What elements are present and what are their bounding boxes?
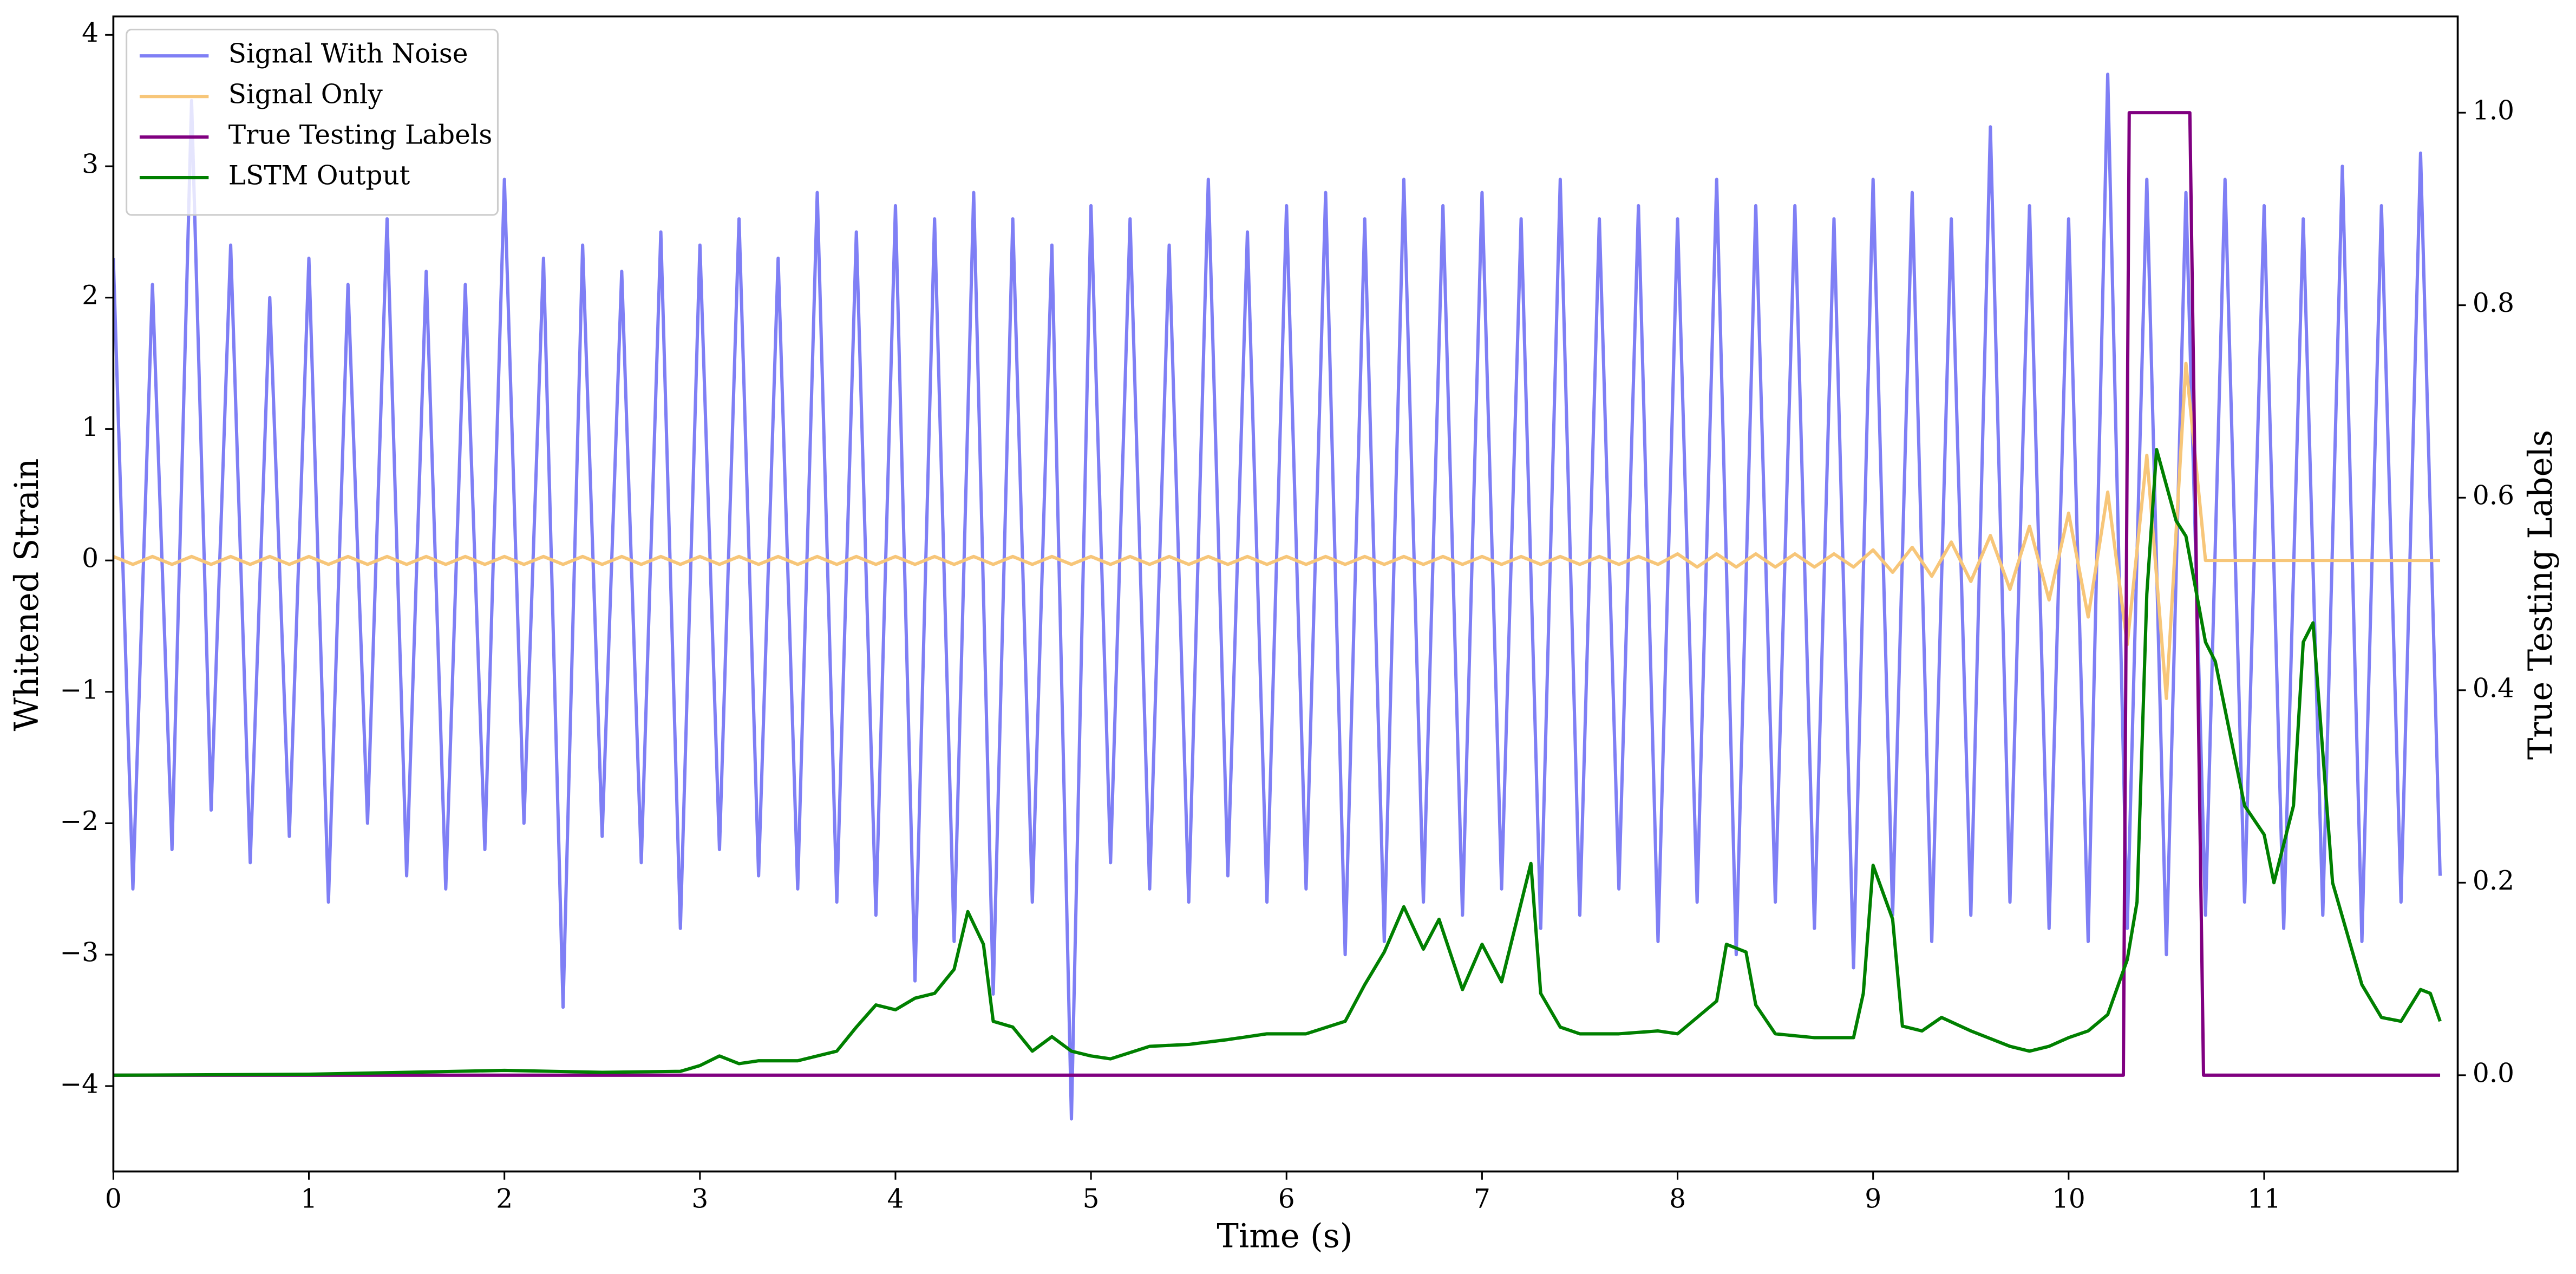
legend-label: Signal Only xyxy=(228,80,383,110)
series-line xyxy=(113,73,2442,1121)
x-tick-label: 2 xyxy=(496,1184,513,1214)
y2-tick-label: 0.0 xyxy=(2473,1058,2514,1088)
y-tick-label: 3 xyxy=(82,149,99,180)
x-axis-label: Time (s) xyxy=(1217,1218,1352,1256)
y-tick-label: 0 xyxy=(82,544,99,574)
y-tick-label: −2 xyxy=(60,806,99,837)
legend-label: True Testing Labels xyxy=(228,120,493,151)
x-tick-label: 10 xyxy=(2052,1184,2085,1214)
x-tick-label: 3 xyxy=(691,1184,708,1214)
y-tick-label: −1 xyxy=(60,675,99,705)
y-tick-label: 2 xyxy=(82,280,99,311)
y-tick-label: −3 xyxy=(60,938,99,968)
x-tick-label: 5 xyxy=(1083,1184,1100,1214)
x-tick-label: 8 xyxy=(1669,1184,1686,1214)
y2-tick-label: 1.0 xyxy=(2473,96,2514,126)
y2-axis-label: True Testing Labels xyxy=(2522,430,2560,760)
y-tick-label: −4 xyxy=(60,1069,99,1099)
y2-tick-label: 0.8 xyxy=(2473,288,2514,318)
x-tick-label: 7 xyxy=(1474,1184,1490,1214)
y-tick-label: 1 xyxy=(82,412,99,442)
y2-tick-label: 0.4 xyxy=(2473,673,2514,703)
series-line xyxy=(113,111,2441,1077)
legend-label: LSTM Output xyxy=(228,161,410,191)
x-tick-label: 0 xyxy=(105,1184,122,1214)
plot-frame xyxy=(112,15,2459,1173)
y-axis-label: Whitened Strain xyxy=(8,459,46,731)
y2-tick-label: 0.2 xyxy=(2473,866,2514,896)
series-line xyxy=(113,448,2442,1077)
series-line xyxy=(113,362,2441,700)
x-tick-label: 4 xyxy=(887,1184,904,1214)
y2-tick-label: 0.6 xyxy=(2473,481,2514,511)
legend-label: Signal With Noise xyxy=(228,39,468,69)
legend-box xyxy=(126,29,499,216)
x-tick-label: 9 xyxy=(1865,1184,1881,1214)
x-tick-label: 6 xyxy=(1278,1184,1295,1214)
x-tick-label: 1 xyxy=(300,1184,317,1214)
y-tick-label: 4 xyxy=(82,18,99,48)
x-tick-label: 11 xyxy=(2247,1184,2281,1214)
